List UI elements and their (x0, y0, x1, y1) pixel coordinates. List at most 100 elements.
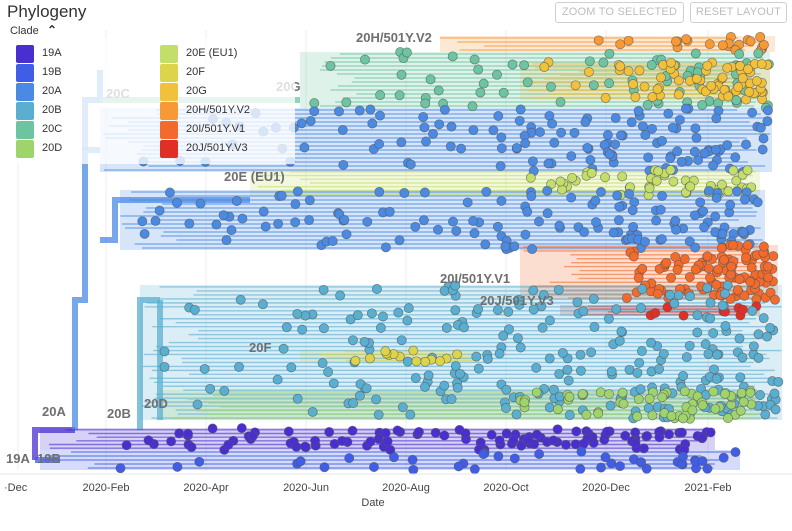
chevron-up-icon[interactable]: ⌃ (47, 23, 58, 37)
tree-tip (207, 423, 218, 434)
tree-tip (762, 116, 773, 127)
tree-tip (531, 429, 542, 440)
tree-tip (699, 222, 710, 233)
tree-tip (717, 40, 728, 51)
tree-tip (393, 307, 404, 318)
tree-tip (590, 195, 601, 206)
tree-tip (375, 322, 386, 333)
tree-tip (410, 373, 421, 383)
tree-tip (493, 451, 504, 462)
tree-tip (494, 348, 505, 359)
tree-tip (634, 357, 645, 368)
tree-tip (704, 185, 714, 196)
tree-tip (681, 34, 692, 45)
tree-tip (380, 346, 391, 357)
tree-tip (711, 113, 722, 124)
tree-tip (665, 290, 675, 301)
tree-tip (583, 67, 594, 77)
tree-tip (570, 80, 581, 91)
tree-tip (676, 427, 687, 438)
zoom-to-selected-button[interactable]: ZOOM TO SELECTED (555, 2, 684, 23)
tree-tip (700, 339, 711, 350)
tree-tip (527, 156, 538, 167)
tree-tip (276, 190, 287, 201)
tree-tip (737, 352, 748, 363)
legend-label: 20B (42, 104, 62, 116)
tree-tip (297, 324, 308, 335)
tree-tip (350, 355, 361, 366)
tree-tips[interactable] (115, 31, 784, 475)
tree-tip (154, 205, 165, 216)
legend-title[interactable]: Clade (10, 25, 39, 37)
tree-tip (646, 60, 657, 70)
tree-tip (753, 353, 764, 363)
tree-tip (553, 284, 564, 295)
tree-tip (143, 435, 154, 446)
tree-tip (692, 310, 703, 321)
tree-tip (159, 346, 170, 357)
tree-tip (399, 188, 410, 198)
date-tick-label: 2020-Jun (283, 482, 329, 494)
tree-tip (519, 397, 530, 408)
tree-tip (637, 284, 648, 295)
tree-tip (739, 290, 750, 301)
tree-tip (137, 216, 148, 227)
tree-tip (543, 158, 554, 169)
tree-tip (567, 172, 578, 183)
tree-tip (548, 384, 559, 395)
tree-tip (734, 274, 745, 285)
tree-tip (584, 56, 595, 67)
tree-tip (456, 143, 467, 154)
tree-tip (698, 206, 709, 217)
tree-tip (705, 427, 716, 438)
date-axis-title: Date (361, 497, 384, 509)
tree-tip (616, 130, 626, 141)
legend-label: 20G (186, 85, 207, 97)
tree-tip (743, 64, 753, 75)
clade-label: 20B (107, 406, 131, 421)
tree-tip (375, 110, 385, 121)
tree-tip (555, 176, 566, 187)
tree-tip (231, 196, 242, 206)
tree-tip (564, 391, 575, 402)
tree-tip (760, 409, 771, 420)
legend-swatch (160, 140, 178, 158)
tree-tip (691, 73, 702, 84)
legend-swatch (16, 140, 34, 158)
tree-tip (640, 130, 651, 140)
legend-swatch (160, 64, 178, 82)
tree-tip (629, 197, 640, 208)
tree-tip (730, 152, 741, 163)
tree-tip (507, 59, 518, 70)
date-tick-label: ·Dec (4, 482, 28, 494)
tree-tip (501, 428, 512, 439)
tree-tip (557, 347, 568, 358)
tree-tip (665, 153, 676, 164)
tree-tip (689, 210, 700, 221)
tree-tip (635, 457, 646, 468)
clade-label: 20E (EU1) (224, 169, 285, 184)
tree-tip (768, 251, 779, 262)
tree-tip (373, 409, 384, 420)
tree-tip (635, 384, 646, 395)
tree-tip (515, 104, 526, 115)
tree-tip (531, 387, 542, 398)
tree-tip (730, 447, 741, 458)
tree-tip (441, 322, 452, 333)
tree-tip (486, 429, 497, 440)
tree-tip (613, 215, 624, 226)
tree-tip (697, 100, 708, 110)
tree-tip (702, 251, 713, 262)
tree-tip (554, 368, 565, 379)
tree-tip (423, 370, 434, 381)
tree-tip (455, 368, 465, 379)
tree-backbone-branch (72, 147, 100, 430)
tree-tip (420, 356, 431, 367)
tree-tip (547, 118, 558, 129)
tree-tip (610, 139, 621, 150)
legend-swatch (160, 45, 178, 63)
tree-tip (304, 215, 315, 226)
tree-tip (418, 215, 429, 226)
reset-layout-button[interactable]: RESET LAYOUT (690, 2, 787, 23)
